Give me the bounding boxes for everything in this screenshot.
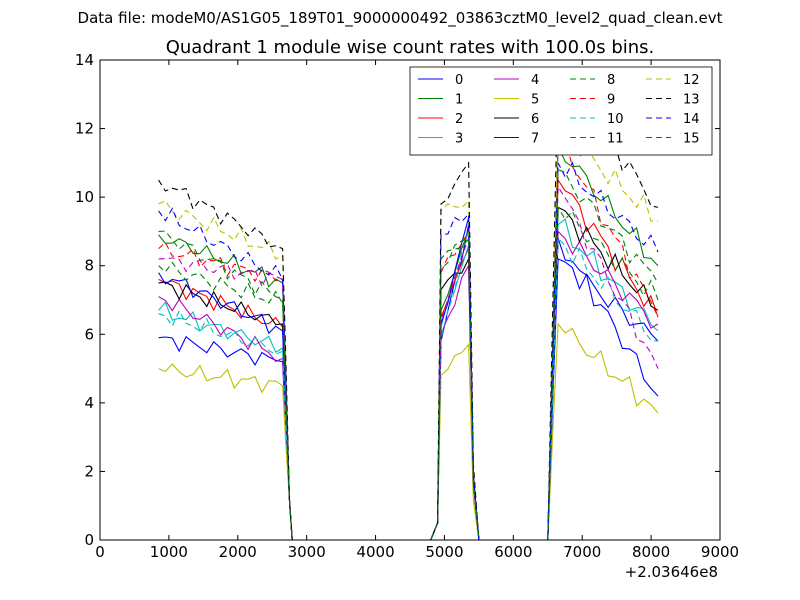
legend-label-7: 7 (531, 132, 539, 147)
legend-label-1: 1 (455, 93, 463, 108)
x-tick-label: 0 (95, 543, 105, 561)
y-tick-label: 6 (84, 325, 94, 343)
y-tick-label: 4 (84, 394, 94, 412)
series-line-13 (158, 70, 659, 541)
series-line-1 (158, 145, 659, 541)
y-tick-label: 2 (84, 462, 94, 480)
x-tick-label: 5000 (425, 543, 463, 561)
legend-label-14: 14 (683, 112, 700, 127)
y-tick-label: 8 (84, 257, 94, 275)
series-line-11 (158, 185, 659, 541)
x-tick-label: 4000 (356, 543, 394, 561)
x-tick-label: 3000 (288, 543, 326, 561)
series-line-15 (158, 168, 659, 541)
legend-label-5: 5 (531, 93, 539, 108)
x-offset-label: +2.03646e8 (625, 563, 718, 581)
data-file-suptitle: Data file: modeM0/AS1G05_189T01_90000004… (78, 9, 723, 28)
x-tick-label: 2000 (219, 543, 257, 561)
chart-title: Quadrant 1 module wise count rates with … (166, 37, 655, 58)
legend-box (409, 66, 713, 156)
legend-label-4: 4 (531, 73, 539, 88)
legend-label-13: 13 (683, 93, 700, 108)
legend-label-11: 11 (607, 132, 624, 147)
x-tick-label: 6000 (494, 543, 532, 561)
series-line-8 (158, 205, 659, 541)
series-line-9 (158, 134, 659, 541)
x-axis: 0 1000 2000 3000 4000 5000 6000 7000 8000 9000 (95, 60, 739, 561)
series-line-5 (158, 322, 659, 541)
series-line-3 (158, 218, 659, 541)
legend-label-12: 12 (683, 73, 700, 88)
y-tick-label: 10 (75, 188, 94, 206)
y-tick-label: 12 (75, 120, 94, 138)
legend-label-9: 9 (607, 93, 615, 108)
legend-label-3: 3 (455, 132, 463, 147)
plot-lines (158, 70, 659, 541)
x-tick-label: 9000 (701, 543, 739, 561)
series-line-12 (158, 126, 658, 541)
plot-frame (99, 59, 721, 541)
legend-label-10: 10 (607, 112, 624, 127)
legend-label-2: 2 (455, 112, 463, 127)
legend-label-0: 0 (455, 73, 463, 88)
x-tick-label: 7000 (563, 543, 601, 561)
x-tick-label: 1000 (150, 543, 188, 561)
legend-label-15: 15 (683, 132, 700, 147)
y-tick-label: 14 (75, 51, 94, 69)
legend-label-6: 6 (531, 112, 539, 127)
legend-label-8: 8 (607, 73, 615, 88)
x-tick-label: 8000 (632, 543, 670, 561)
y-tick-label: 0 (84, 531, 94, 549)
